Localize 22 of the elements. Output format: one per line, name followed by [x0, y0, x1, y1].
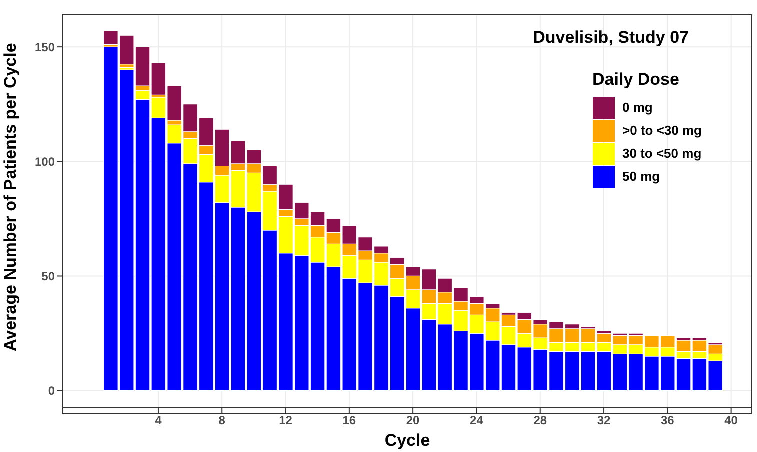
x-tick-label: 16 [342, 414, 356, 428]
y-tick-label: 50 [42, 269, 56, 284]
x-tick-label: 4 [155, 414, 162, 428]
x-tick-label: 12 [279, 414, 293, 428]
x-tick-label: 20 [406, 414, 420, 428]
legend-label: 0 mg [622, 100, 653, 115]
y-tick-label: 100 [34, 154, 56, 169]
x-tick-label: 40 [724, 414, 738, 428]
x-tick-label: 36 [660, 414, 675, 428]
legend-label: 30 to <50 mg [622, 146, 702, 161]
x-axis-title: Cycle [384, 431, 430, 450]
legend-title: Daily Dose [592, 70, 680, 90]
annotation: Duvelisib, Study 07 [533, 28, 689, 48]
legend-label: 50 mg [622, 169, 660, 184]
y-tick-label: 150 [34, 40, 56, 54]
x-tick-label: 24 [470, 414, 484, 428]
x-tick-label: 28 [534, 414, 548, 428]
legend-label: >0 to <30 mg [622, 123, 702, 138]
x-tick-label: 32 [597, 414, 612, 428]
x-tick-label: 8 [218, 414, 226, 428]
y-tick-label: 0 [48, 384, 56, 398]
y-axis-title: Average Number of Patients per Cycle [1, 43, 20, 352]
